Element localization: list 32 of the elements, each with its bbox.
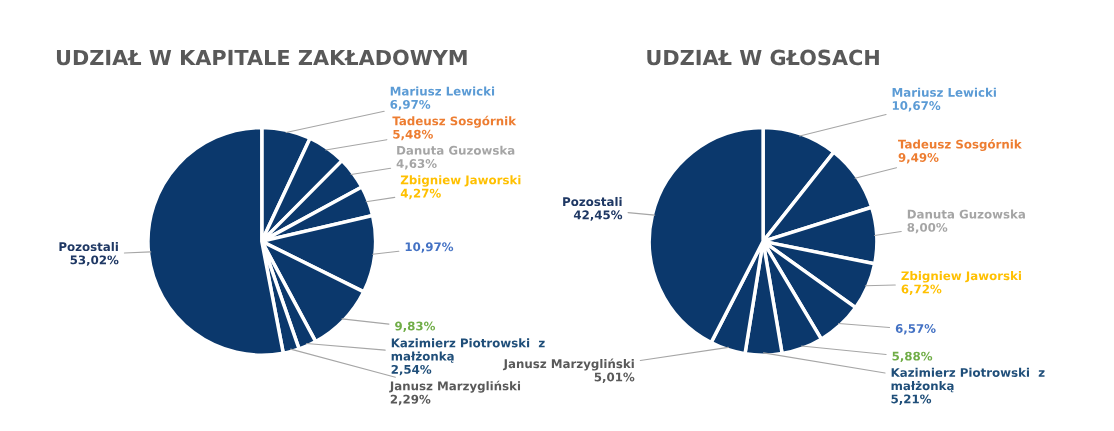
slice-label: Pozostali — [563, 196, 622, 207]
slice-label: Zbigniew Jaworski — [901, 271, 1021, 283]
data-label: 9,49% — [898, 153, 939, 164]
data-label: 10,67% — [892, 101, 941, 112]
slice-label: Zbigniew Jaworski — [400, 175, 521, 187]
data-label: 4,27% — [400, 188, 441, 200]
data-label: 53,02% — [70, 255, 119, 266]
slice-label: Danuta Guzowska — [397, 145, 515, 155]
slice-label: Tadeusz Sosgórnik — [392, 115, 517, 128]
data-label: 5,48% — [393, 129, 433, 141]
slice-label: Mariusz Lewicki — [390, 86, 495, 96]
data-label: 2,54% — [391, 364, 432, 376]
data-label: 6,57% — [895, 324, 936, 335]
data-label: 42,45% — [573, 210, 623, 221]
chart-title: UDZIAŁ W GŁOSACH — [647, 49, 879, 66]
chart-title: UDZIAŁ W KAPITALE ZAKŁADOWYM — [56, 49, 467, 66]
data-label: 6,97% — [390, 99, 431, 111]
slice-label: Mariusz Lewicki — [892, 87, 996, 97]
data-label: 5,88% — [892, 351, 933, 363]
slice-label: Kazimierz Piotrowski z małżonką — [891, 367, 1045, 393]
slice-label: Janusz Marzygliński — [389, 380, 521, 393]
data-label: 4,63% — [396, 159, 437, 170]
data-label: 6,72% — [901, 284, 942, 295]
data-label: 5,21% — [891, 394, 932, 405]
data-label: 8,00% — [907, 222, 948, 234]
slice-label: Pozostali — [59, 241, 118, 252]
data-label: 5,01% — [594, 372, 635, 383]
data-label: 2,29% — [390, 394, 431, 406]
slice-label: Tadeusz Sosgórnik — [898, 139, 1022, 151]
data-label: 10,97% — [405, 242, 454, 253]
slice-label: Danuta Guzowska — [907, 209, 1025, 219]
data-label: 9,83% — [395, 321, 436, 332]
